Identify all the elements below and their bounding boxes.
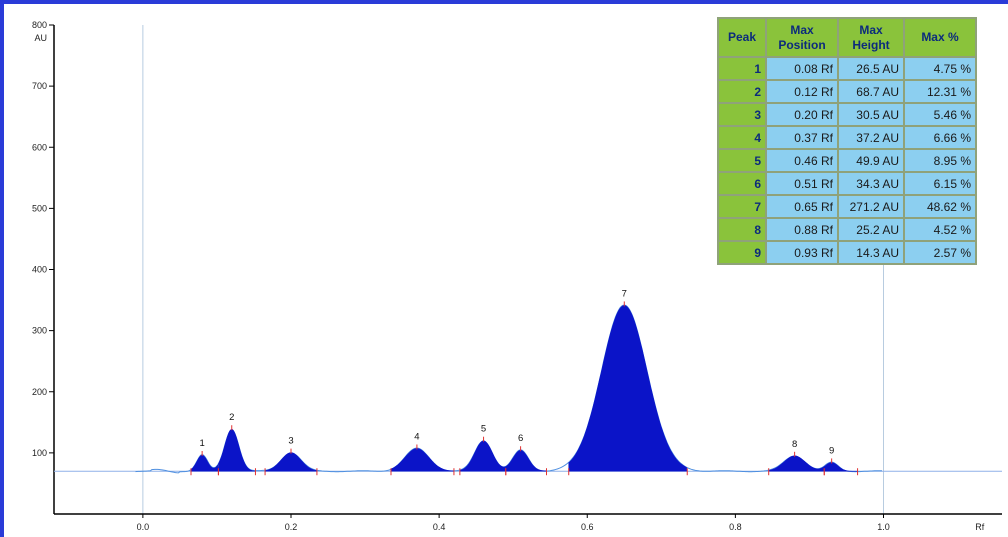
y-tick-label: 700 bbox=[32, 81, 47, 91]
x-tick-label: 0.2 bbox=[285, 522, 298, 532]
max-position: 0.93 Rf bbox=[767, 242, 837, 263]
max-height: 26.5 AU bbox=[839, 58, 903, 79]
table-row: 8 0.88 Rf 25.2 AU 4.52 % bbox=[719, 219, 975, 240]
peak-number: 8 bbox=[719, 219, 765, 240]
max-percent: 2.57 % bbox=[905, 242, 975, 263]
peak-area bbox=[459, 440, 507, 472]
peak-table: Peak Max Position Max Height Max % 1 0.0… bbox=[717, 17, 977, 265]
max-height: 34.3 AU bbox=[839, 173, 903, 194]
header-max-position: Max Position bbox=[767, 19, 837, 56]
peak-number: 2 bbox=[719, 81, 765, 102]
peak-label: 1 bbox=[199, 438, 204, 449]
peak-area bbox=[505, 450, 548, 472]
max-height: 30.5 AU bbox=[839, 104, 903, 125]
max-height: 25.2 AU bbox=[839, 219, 903, 240]
peak-area bbox=[390, 448, 454, 472]
peak-area bbox=[768, 455, 825, 472]
signal-trace bbox=[135, 304, 882, 474]
table-row: 2 0.12 Rf 68.7 AU 12.31 % bbox=[719, 81, 975, 102]
table-header-row: Peak Max Position Max Height Max % bbox=[719, 19, 975, 56]
max-height: 49.9 AU bbox=[839, 150, 903, 171]
x-tick-label: 1.0 bbox=[877, 522, 890, 532]
peak-number: 1 bbox=[719, 58, 765, 79]
x-tick-label: 0.6 bbox=[581, 522, 594, 532]
header-peak: Peak bbox=[719, 19, 765, 56]
peak-label: 8 bbox=[792, 439, 797, 450]
peak-area bbox=[190, 454, 219, 472]
max-height: 37.2 AU bbox=[839, 127, 903, 148]
table-row: 7 0.65 Rf 271.2 AU 48.62 % bbox=[719, 196, 975, 217]
max-height: 14.3 AU bbox=[839, 242, 903, 263]
peak-number: 5 bbox=[719, 150, 765, 171]
peak-label: 2 bbox=[229, 412, 234, 423]
max-position: 0.88 Rf bbox=[767, 219, 837, 240]
peak-label: 6 bbox=[518, 433, 523, 444]
peak-label: 3 bbox=[288, 436, 293, 447]
x-tick-label: 0.4 bbox=[433, 522, 446, 532]
y-tick-label: 400 bbox=[32, 265, 47, 275]
table-row: 3 0.20 Rf 30.5 AU 5.46 % bbox=[719, 104, 975, 125]
max-percent: 12.31 % bbox=[905, 81, 975, 102]
x-tick-label: 0.8 bbox=[729, 522, 742, 532]
max-position: 0.12 Rf bbox=[767, 81, 837, 102]
table-row: 9 0.93 Rf 14.3 AU 2.57 % bbox=[719, 242, 975, 263]
peak-number: 9 bbox=[719, 242, 765, 263]
x-tick-label: 0.0 bbox=[137, 522, 150, 532]
max-position: 0.46 Rf bbox=[767, 150, 837, 171]
y-tick-label: 300 bbox=[32, 326, 47, 336]
peak-area bbox=[264, 452, 318, 472]
x-axis-label: Rf bbox=[975, 522, 984, 532]
peak-area bbox=[568, 305, 688, 472]
peak-area bbox=[218, 428, 256, 472]
max-percent: 8.95 % bbox=[905, 150, 975, 171]
max-position: 0.65 Rf bbox=[767, 196, 837, 217]
max-position: 0.08 Rf bbox=[767, 58, 837, 79]
peak-label: 7 bbox=[622, 288, 627, 299]
peak-number: 7 bbox=[719, 196, 765, 217]
max-position: 0.37 Rf bbox=[767, 127, 837, 148]
y-tick-label: 600 bbox=[32, 142, 47, 152]
table-row: 5 0.46 Rf 49.9 AU 8.95 % bbox=[719, 150, 975, 171]
max-position: 0.20 Rf bbox=[767, 104, 837, 125]
y-tick-label: 200 bbox=[32, 387, 47, 397]
max-percent: 4.75 % bbox=[905, 58, 975, 79]
header-max-height: Max Height bbox=[839, 19, 903, 56]
max-height: 68.7 AU bbox=[839, 81, 903, 102]
header-max-percent: Max % bbox=[905, 19, 975, 56]
peak-label: 9 bbox=[829, 445, 834, 456]
peak-area bbox=[824, 462, 858, 472]
table-row: 1 0.08 Rf 26.5 AU 4.75 % bbox=[719, 58, 975, 79]
y-axis-label: AU bbox=[34, 33, 47, 43]
peak-number: 3 bbox=[719, 104, 765, 125]
max-percent: 6.15 % bbox=[905, 173, 975, 194]
max-percent: 6.66 % bbox=[905, 127, 975, 148]
max-percent: 48.62 % bbox=[905, 196, 975, 217]
table-row: 6 0.51 Rf 34.3 AU 6.15 % bbox=[719, 173, 975, 194]
y-tick-label: 500 bbox=[32, 203, 47, 213]
max-percent: 4.52 % bbox=[905, 219, 975, 240]
peak-label: 5 bbox=[481, 424, 486, 435]
chart-frame: 100 200 300 400 500 600 700 800 AU 0.0 0.2 0.4 0.6 0.… bbox=[4, 4, 1008, 537]
peak-label: 4 bbox=[414, 431, 419, 442]
peak-number: 6 bbox=[719, 173, 765, 194]
table-row: 4 0.37 Rf 37.2 AU 6.66 % bbox=[719, 127, 975, 148]
y-tick-label: 800 bbox=[32, 20, 47, 30]
max-height: 271.2 AU bbox=[839, 196, 903, 217]
densitogram-chart: 100 200 300 400 500 600 700 800 AU 0.0 0.2 0.4 0.6 0.… bbox=[32, 20, 1002, 532]
max-position: 0.51 Rf bbox=[767, 173, 837, 194]
max-percent: 5.46 % bbox=[905, 104, 975, 125]
peak-number: 4 bbox=[719, 127, 765, 148]
y-tick-label: 100 bbox=[32, 448, 47, 458]
